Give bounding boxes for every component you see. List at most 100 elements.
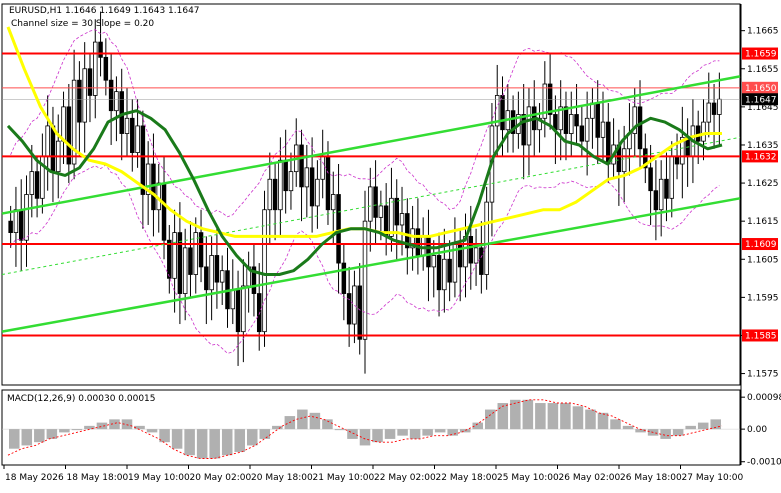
candle[interactable]: [410, 205, 415, 271]
macd-bar: [397, 429, 408, 436]
macd-pane[interactable]: MACD(12,26,9) 0.00030 0.00015: [1, 389, 741, 466]
candle[interactable]: [267, 152, 273, 245]
candle[interactable]: [193, 217, 199, 294]
macd-bar: [522, 399, 534, 430]
candle[interactable]: [658, 160, 664, 237]
candle[interactable]: [680, 106, 685, 199]
candle[interactable]: [103, 38, 109, 96]
candle[interactable]: [219, 255, 225, 305]
candle[interactable]: [93, 19, 98, 119]
candle-body: [341, 262, 347, 294]
candle-body: [479, 247, 484, 275]
candle[interactable]: [241, 259, 246, 363]
macd-bar: [685, 425, 696, 430]
candle[interactable]: [521, 84, 526, 180]
candle[interactable]: [664, 152, 669, 222]
candle[interactable]: [563, 91, 569, 161]
candle-body: [410, 228, 415, 249]
current-price-tag: 1.1647: [742, 93, 778, 106]
candle[interactable]: [362, 190, 368, 374]
candle[interactable]: [701, 99, 706, 161]
candle[interactable]: [346, 266, 352, 347]
candle-body: [394, 197, 399, 226]
candle[interactable]: [177, 202, 183, 325]
candle[interactable]: [558, 80, 563, 161]
candle[interactable]: [431, 240, 437, 298]
candle[interactable]: [653, 160, 659, 241]
candle[interactable]: [357, 263, 362, 355]
channel-upper-line[interactable]: [1, 75, 741, 215]
candle[interactable]: [172, 209, 177, 313]
candle[interactable]: [442, 228, 447, 313]
candle[interactable]: [341, 244, 347, 321]
main-price-pane[interactable]: [1, 3, 741, 386]
candle[interactable]: [394, 179, 399, 260]
candle[interactable]: [24, 175, 29, 267]
candle[interactable]: [643, 133, 648, 184]
candle-body: [569, 114, 574, 134]
candle[interactable]: [198, 209, 204, 283]
channel-middle-line[interactable]: [1, 136, 741, 276]
candle[interactable]: [510, 95, 516, 153]
candle[interactable]: [484, 186, 489, 290]
candle[interactable]: [71, 49, 77, 180]
candle[interactable]: [204, 236, 209, 325]
candle[interactable]: [569, 91, 574, 157]
price-tick-label: 1.1655: [747, 65, 779, 75]
candle[interactable]: [473, 228, 479, 286]
candle-body: [87, 68, 93, 96]
candle-body: [34, 171, 40, 199]
candle[interactable]: [140, 110, 146, 229]
level-tag-bg: [742, 329, 778, 342]
candle[interactable]: [315, 160, 320, 229]
candle-body: [442, 258, 447, 291]
macd-tick-label: 0.00: [747, 425, 767, 435]
candle-body: [193, 232, 199, 275]
macd-bar: [347, 429, 358, 439]
candle[interactable]: [494, 64, 500, 157]
candle[interactable]: [82, 42, 87, 153]
channel-lower-line[interactable]: [1, 197, 741, 333]
candle[interactable]: [352, 270, 357, 344]
candle[interactable]: [526, 87, 532, 176]
candle[interactable]: [114, 76, 119, 142]
time-tick-label: 22 May 02:00: [374, 473, 436, 483]
candle[interactable]: [77, 61, 82, 157]
candle[interactable]: [251, 244, 257, 317]
candle[interactable]: [288, 152, 294, 210]
candle[interactable]: [214, 228, 220, 309]
candle-body: [632, 106, 637, 134]
level-price-tag: 1.1632: [742, 150, 778, 163]
candle[interactable]: [368, 167, 373, 252]
time-tick-label: 19 May 10:00: [128, 473, 190, 483]
candle[interactable]: [167, 224, 172, 294]
candle[interactable]: [648, 144, 653, 225]
candle[interactable]: [574, 84, 579, 145]
candle[interactable]: [145, 141, 151, 225]
candle[interactable]: [299, 129, 304, 222]
price-tick-label: 1.1635: [747, 141, 779, 151]
macd-bar: [171, 429, 183, 449]
candle[interactable]: [272, 164, 278, 241]
macd-bar: [547, 403, 559, 430]
candle[interactable]: [711, 84, 717, 149]
candle-body: [468, 236, 474, 264]
candle[interactable]: [209, 236, 214, 321]
macd-bar: [597, 412, 609, 430]
macd-bar: [96, 422, 108, 430]
macd-bar: [272, 425, 283, 430]
candle[interactable]: [262, 190, 267, 347]
candle-body: [510, 110, 516, 134]
current-price-label: 1.1647: [745, 95, 777, 105]
macd-bar: [459, 429, 471, 433]
candle[interactable]: [278, 137, 283, 237]
candle-body: [373, 186, 378, 218]
candle-body: [325, 155, 331, 211]
candle[interactable]: [98, 11, 103, 77]
candle-body: [590, 102, 595, 119]
candle[interactable]: [309, 137, 315, 233]
candle[interactable]: [66, 84, 72, 184]
candle[interactable]: [188, 221, 193, 298]
candle-body: [130, 117, 135, 153]
time-tick-label: 26 May 02:00: [559, 473, 621, 483]
